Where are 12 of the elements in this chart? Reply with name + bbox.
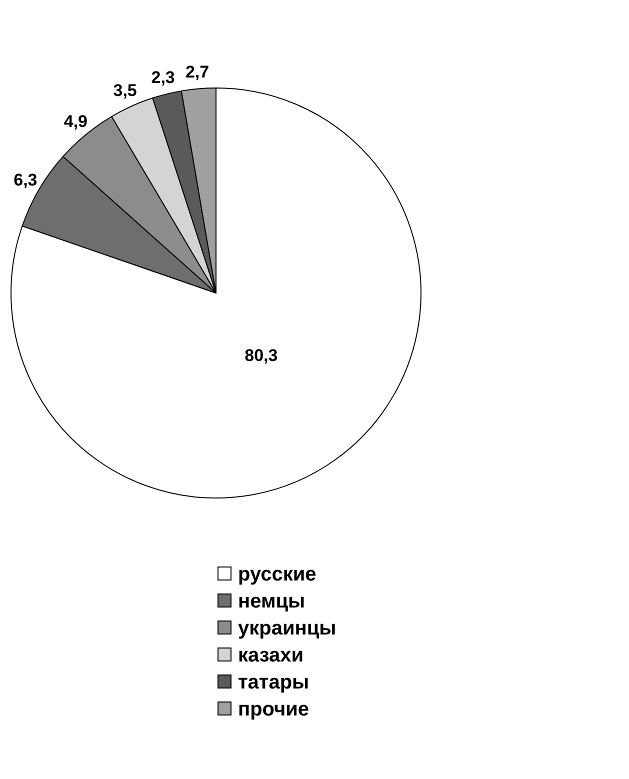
legend-label: прочие bbox=[238, 698, 310, 720]
data-label: 80,3 bbox=[244, 346, 278, 365]
data-label: 4,9 bbox=[64, 112, 88, 131]
legend-label: украинцы bbox=[238, 617, 336, 640]
data-label: 3,5 bbox=[113, 81, 137, 100]
legend-label: казахи bbox=[238, 644, 304, 666]
legend-label: русские bbox=[238, 563, 316, 586]
data-label: 6,3 bbox=[14, 170, 38, 190]
legend-label: татары bbox=[238, 671, 310, 694]
data-label: 2,7 bbox=[185, 62, 210, 82]
legend-label: немцы bbox=[238, 590, 306, 612]
data-label: 2,3 bbox=[151, 68, 175, 87]
